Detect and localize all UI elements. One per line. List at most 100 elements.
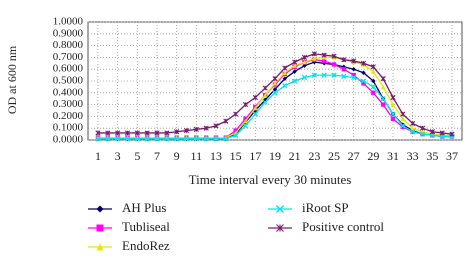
data-point xyxy=(164,136,170,142)
y-axis-label: OD at 600 nm xyxy=(5,45,19,114)
data-point xyxy=(429,129,435,135)
data-point xyxy=(262,85,268,91)
legend-label: AH Plus xyxy=(122,200,166,215)
data-point xyxy=(282,83,288,89)
data-point xyxy=(390,111,396,117)
y-tick-label: 0.4000 xyxy=(53,86,84,98)
data-point xyxy=(223,136,229,142)
data-point xyxy=(370,84,376,90)
data-point xyxy=(144,130,150,136)
data-point xyxy=(203,136,209,142)
data-point xyxy=(302,59,307,65)
data-point xyxy=(174,136,180,142)
y-tick-label: 0.2000 xyxy=(53,110,84,122)
legend-marker xyxy=(276,205,284,213)
data-point xyxy=(282,76,288,81)
data-point xyxy=(410,129,416,135)
data-point xyxy=(292,63,297,68)
data-point xyxy=(351,74,357,81)
data-point xyxy=(124,130,131,136)
x-tick-label: 27 xyxy=(348,149,360,163)
data-point xyxy=(115,130,121,136)
data-point xyxy=(360,78,367,84)
data-point xyxy=(380,96,386,102)
legend-label: EndoRez xyxy=(122,238,170,253)
legend-marker xyxy=(276,224,284,232)
x-tick-label: 1 xyxy=(95,149,101,163)
data-point xyxy=(380,102,386,107)
legend-entry: Tubliseal xyxy=(88,219,170,234)
data-point xyxy=(213,123,219,129)
data-point xyxy=(292,69,297,74)
y-tick-label: 0.5000 xyxy=(53,75,84,87)
x-tick-label: 33 xyxy=(407,149,419,163)
data-point xyxy=(341,67,347,72)
x-tick-label: 21 xyxy=(289,149,301,163)
data-point xyxy=(154,130,160,136)
data-point xyxy=(419,125,426,131)
data-point xyxy=(410,120,416,127)
legend-label: Tubliseal xyxy=(122,219,170,234)
data-point xyxy=(282,70,288,75)
data-point xyxy=(331,72,337,78)
data-point xyxy=(390,102,396,107)
data-point xyxy=(351,67,356,72)
legend-marker xyxy=(96,224,104,232)
data-point xyxy=(134,130,140,136)
data-point xyxy=(272,81,278,86)
data-point xyxy=(105,130,111,136)
y-tick-label: 0.3000 xyxy=(53,98,84,110)
data-point xyxy=(311,51,317,57)
data-point xyxy=(193,126,199,132)
data-point xyxy=(449,131,455,137)
x-tick-label: 23 xyxy=(308,149,320,163)
data-point xyxy=(292,78,298,84)
x-tick-label: 7 xyxy=(154,149,160,163)
data-point xyxy=(321,58,327,64)
data-point xyxy=(193,136,199,142)
data-point xyxy=(419,131,426,137)
data-point xyxy=(341,57,347,63)
data-point xyxy=(321,72,327,78)
data-point xyxy=(380,76,386,82)
x-tick-label: 17 xyxy=(249,149,261,163)
data-point xyxy=(253,105,258,111)
x-tick-label: 13 xyxy=(210,149,222,163)
x-tick-label: 15 xyxy=(230,149,242,163)
x-axis-label: Time interval every 30 minutes xyxy=(189,172,352,187)
data-point xyxy=(370,64,376,70)
y-tick-label: 0.7000 xyxy=(53,51,84,63)
data-point xyxy=(380,84,386,90)
y-tick-label: 0.1000 xyxy=(53,122,84,134)
data-point xyxy=(321,52,327,58)
data-point xyxy=(252,94,258,101)
data-point xyxy=(124,136,131,142)
x-tick-label: 5 xyxy=(134,149,140,163)
data-point xyxy=(183,136,190,142)
data-point xyxy=(243,118,248,124)
data-point xyxy=(361,70,366,75)
data-point xyxy=(183,127,190,134)
y-tick-label: 0.8000 xyxy=(53,39,84,51)
data-point xyxy=(282,65,288,71)
legend-label: iRoot SP xyxy=(302,200,349,215)
y-tick-label: 0.0000 xyxy=(53,134,84,146)
data-point xyxy=(272,87,278,92)
data-point xyxy=(242,123,249,129)
data-point xyxy=(410,126,415,131)
data-point xyxy=(243,116,248,121)
data-point xyxy=(233,111,239,117)
data-point xyxy=(321,55,327,60)
data-point xyxy=(360,60,367,66)
data-point xyxy=(223,118,229,124)
data-point xyxy=(95,136,101,142)
data-point xyxy=(312,56,317,61)
data-point xyxy=(272,90,278,96)
y-tick-label: 0.6000 xyxy=(53,63,84,75)
y-tick-label: 1.0000 xyxy=(53,16,84,28)
data-point xyxy=(351,58,357,64)
data-point xyxy=(301,74,308,81)
data-point xyxy=(242,102,249,108)
legend-entry: Positive control xyxy=(268,219,384,234)
data-point xyxy=(144,136,150,142)
